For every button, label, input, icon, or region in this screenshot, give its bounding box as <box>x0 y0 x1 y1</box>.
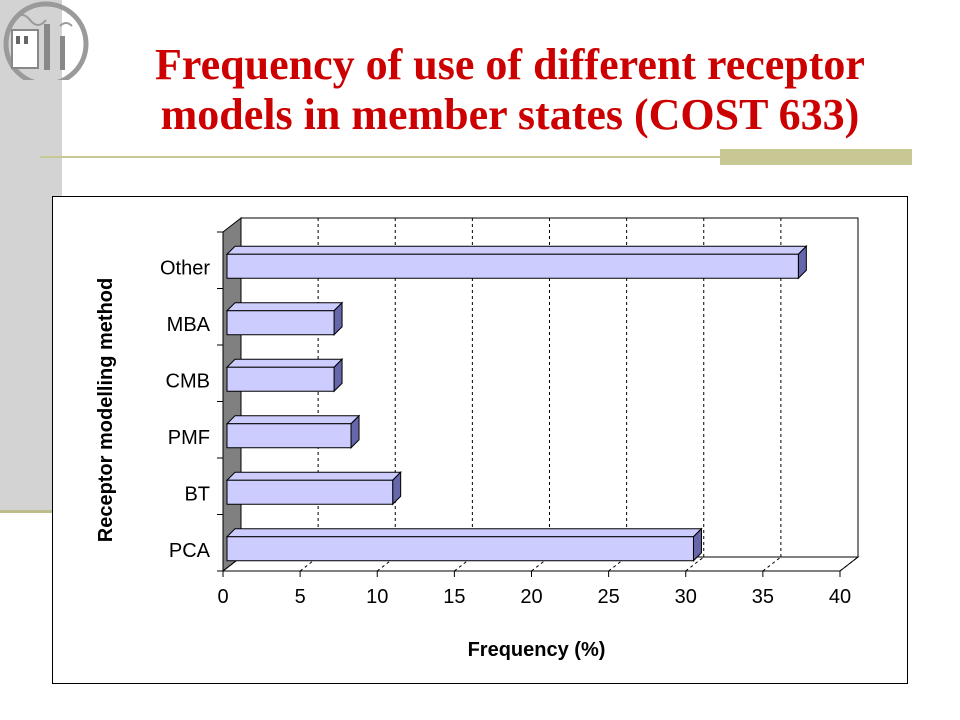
y-tick-label: BT <box>184 483 210 505</box>
bar-other <box>226 253 799 279</box>
slide-title-line2: models in member states (COST 633) <box>160 90 860 139</box>
bar-bt <box>226 479 394 505</box>
y-tick-label: PMF <box>168 427 210 449</box>
y-tick-label: MBA <box>167 314 211 336</box>
x-tick-label: 35 <box>752 586 774 608</box>
floor-gridline <box>762 556 782 572</box>
y-axis-title: Receptor modelling method <box>95 278 117 542</box>
bar-pca <box>226 536 694 562</box>
x-tick-label: 25 <box>598 586 620 608</box>
x-tick-label: 15 <box>443 586 465 608</box>
bar-top-pmf <box>225 415 361 425</box>
x-tick-label: 30 <box>675 586 697 608</box>
bar-top-mba <box>225 302 344 312</box>
slide-title: Frequency of use of different receptor m… <box>60 40 960 140</box>
decorative-sidebar <box>0 0 62 512</box>
logo-icon <box>3 1 89 80</box>
sidebar-divider <box>0 510 52 513</box>
bar-top-cmb <box>225 358 344 368</box>
bar-cmb <box>226 366 335 392</box>
floor-gridline <box>685 556 705 572</box>
x-tick-label: 40 <box>829 586 851 608</box>
bar-pmf <box>226 423 352 449</box>
title-rule-accent <box>720 149 912 165</box>
bar-top-pca <box>225 528 703 538</box>
x-tick-label: 5 <box>295 586 306 608</box>
bar-top-other <box>225 245 808 255</box>
bar-mba <box>226 310 335 336</box>
y-tick-label: Other <box>160 257 210 279</box>
title-rule <box>40 156 910 158</box>
x-tick-label: 10 <box>366 586 388 608</box>
x-axis-title: Frequency (%) <box>468 639 606 661</box>
slide-title-line1: Frequency of use of different receptor <box>155 40 865 89</box>
floor-gridline <box>839 556 859 572</box>
y-tick-label: PCA <box>169 540 211 562</box>
x-tick-label: 20 <box>520 586 542 608</box>
y-tick-label: CMB <box>166 370 210 392</box>
bar-top-bt <box>225 471 402 481</box>
x-tick-label: 0 <box>217 586 228 608</box>
